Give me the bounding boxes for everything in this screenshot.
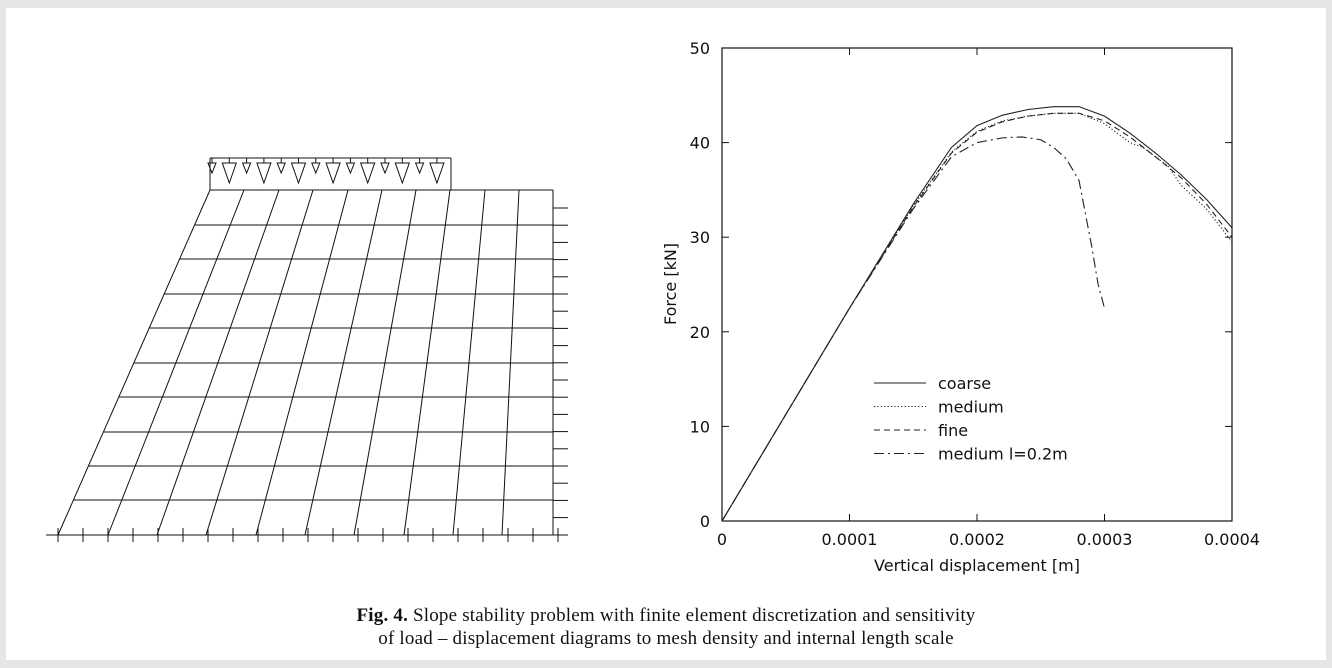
- y-tick-label: 30: [690, 228, 710, 247]
- load-arrow: [345, 158, 356, 175]
- legend: coarse medium fine medium l=0.2m: [874, 374, 1068, 464]
- load-arrow: [276, 158, 286, 175]
- caption-line-1: Fig. 4. Slope stability problem with fin…: [6, 604, 1326, 627]
- caption-label: Fig. 4.: [356, 605, 409, 626]
- load-arrow: [207, 158, 217, 175]
- x-tick-label: 0.0004: [1204, 530, 1260, 549]
- right-boundary-supports: [553, 207, 568, 519]
- y-axis-ticks: 0 10 20 30 40 50: [690, 39, 1232, 531]
- load-displacement-chart: 0 0.0001 0.0002 0.0003 0.0004 0 10 20 30 40 50 Ve…: [661, 39, 1260, 575]
- load-arrow: [394, 158, 411, 185]
- series-line-coarse: [721, 106, 1233, 522]
- y-tick-label: 40: [690, 134, 710, 153]
- figure-caption: Fig. 4. Slope stability problem with fin…: [6, 604, 1326, 650]
- legend-label: coarse: [938, 374, 991, 393]
- load-arrow: [380, 158, 390, 175]
- x-axis-title: Vertical displacement [m]: [874, 556, 1080, 575]
- caption-line-2: of load – displacement diagrams to mesh …: [378, 628, 954, 649]
- legend-label: medium: [938, 398, 1004, 417]
- y-axis-title: Force [kN]: [661, 243, 680, 325]
- load-arrow: [290, 158, 307, 185]
- y-tick-label: 20: [690, 323, 710, 342]
- x-tick-label: 0.0002: [949, 530, 1005, 549]
- x-tick-label: 0: [717, 530, 727, 549]
- bottom-boundary-supports: [46, 528, 568, 542]
- load-arrow: [311, 158, 321, 175]
- load-arrow: [359, 158, 376, 185]
- legend-label: medium l=0.2m: [938, 445, 1068, 464]
- y-tick-label: 0: [700, 512, 710, 531]
- load-arrow: [414, 158, 425, 175]
- distributed-load: [207, 157, 452, 190]
- load-arrow: [221, 158, 238, 185]
- load-arrow: [241, 158, 252, 175]
- x-tick-label: 0.0001: [822, 530, 878, 549]
- x-axis-ticks: 0 0.0001 0.0002 0.0003 0.0004: [717, 48, 1260, 549]
- series-line-fine: [721, 112, 1233, 522]
- caption-text-1: Slope stability problem with finite elem…: [408, 605, 976, 626]
- legend-label: fine: [938, 421, 968, 440]
- fe-mesh-diagram: [46, 157, 568, 542]
- x-tick-label: 0.0003: [1077, 530, 1133, 549]
- load-arrow: [256, 158, 272, 185]
- load-arrow: [325, 158, 341, 185]
- series-lines: [721, 106, 1233, 522]
- y-tick-label: 10: [690, 417, 710, 436]
- load-arrow: [429, 158, 445, 185]
- y-tick-label: 50: [690, 39, 710, 58]
- series-line-medium-l-0-2m: [721, 136, 1106, 522]
- figure-panel: 0 0.0001 0.0002 0.0003 0.0004 0 10 20 30 40 50 Ve…: [6, 8, 1326, 660]
